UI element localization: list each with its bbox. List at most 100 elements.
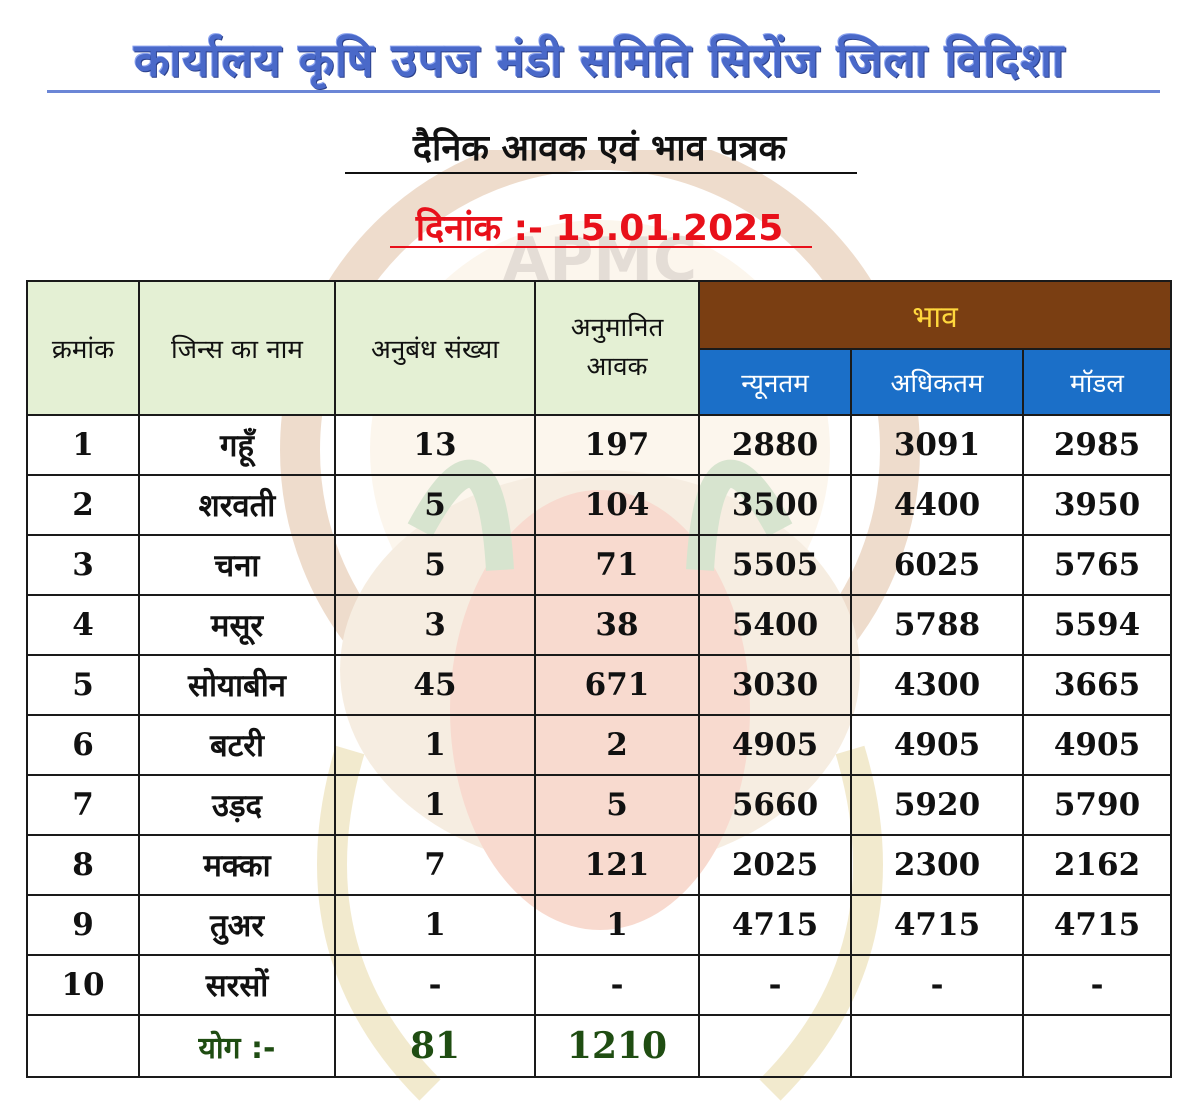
commodity-cell: शरवती [138,474,336,536]
max-price-cell: 4715 [850,894,1024,956]
contracts-cell: 1 [334,774,536,836]
min-price-cell: 4905 [698,714,852,776]
commodity-cell: चना [138,534,336,596]
total-empty-cell [850,1014,1024,1078]
rates-table: क्रमांक जिन्स का नाम अनुबंध संख्या अनुमा… [26,280,1173,1078]
col-max-header: अधिकतम [850,348,1024,416]
table-row: 6 बटरी 1 2 4905 4905 4905 [26,714,1173,776]
arrival-cell: 38 [534,594,700,656]
commodity-cell: मसूर [138,594,336,656]
serial-cell: 8 [26,834,140,896]
table-row: 1 गहूँ 13 197 2880 3091 2985 [26,414,1173,476]
table-row: 7 उड़द 1 5 5660 5920 5790 [26,774,1173,836]
total-contracts: 81 [334,1014,536,1078]
contracts-cell: 3 [334,594,536,656]
min-price-cell: 5505 [698,534,852,596]
arrival-cell: 1 [534,894,700,956]
total-arrival: 1210 [534,1014,700,1078]
min-price-cell: 4715 [698,894,852,956]
table-row: 10 सरसों - - - - - [26,954,1173,1016]
col-contracts-header: अनुबंध संख्या [334,280,536,416]
commodity-cell: मक्का [138,834,336,896]
serial-cell: 1 [26,414,140,476]
max-price-cell: 4400 [850,474,1024,536]
arrival-cell: 671 [534,654,700,716]
commodity-cell: उड़द [138,774,336,836]
modal-price-cell: 3950 [1021,474,1173,536]
max-price-cell: 4905 [850,714,1024,776]
serial-cell: 9 [26,894,140,956]
modal-price-cell: 5765 [1021,534,1173,596]
max-price-cell: 5788 [850,594,1024,656]
contracts-cell: 45 [334,654,536,716]
table-row: 4 मसूर 3 38 5400 5788 5594 [26,594,1173,656]
report-date: दिनांक :- 15.01.2025 [415,208,784,249]
contracts-cell: 1 [334,894,536,956]
office-title: कार्यालय कृषि उपज मंडी समिति सिरोंज जिला… [134,33,1065,87]
serial-cell: 4 [26,594,140,656]
min-price-cell: 3030 [698,654,852,716]
commodity-cell: सरसों [138,954,336,1016]
title-underline [47,90,1160,93]
col-min-header: न्यूनतम [698,348,852,416]
serial-cell: 10 [26,954,140,1016]
table-row: 9 तुअर 1 1 4715 4715 4715 [26,894,1173,956]
total-label: योग :- [138,1014,336,1078]
min-price-cell: 5400 [698,594,852,656]
arrival-cell: 104 [534,474,700,536]
total-empty-cell [1021,1014,1173,1078]
col-serial-header: क्रमांक [26,280,140,416]
modal-price-cell: 4905 [1021,714,1173,776]
max-price-cell: 3091 [850,414,1024,476]
min-price-cell: - [698,954,852,1016]
commodity-cell: सोयाबीन [138,654,336,716]
arrival-cell: - [534,954,700,1016]
modal-price-cell: 3665 [1021,654,1173,716]
commodity-cell: गहूँ [138,414,336,476]
table-row: 8 मक्का 7 121 2025 2300 2162 [26,834,1173,896]
commodity-cell: तुअर [138,894,336,956]
max-price-cell: 4300 [850,654,1024,716]
table-row: 2 शरवती 5 104 3500 4400 3950 [26,474,1173,536]
modal-price-cell: 5790 [1021,774,1173,836]
total-row: योग :- 81 1210 [26,1014,1173,1078]
table-row: 3 चना 5 71 5505 6025 5765 [26,534,1173,596]
arrival-cell: 5 [534,774,700,836]
arrival-cell: 2 [534,714,700,776]
modal-price-cell: - [1021,954,1173,1016]
arrival-cell: 197 [534,414,700,476]
price-group-header: भाव [697,280,1173,350]
serial-cell: 3 [26,534,140,596]
modal-price-cell: 4715 [1021,894,1173,956]
col-arrival-header: अनुमानित आवक [534,280,700,416]
max-price-cell: 2300 [850,834,1024,896]
serial-cell: 6 [26,714,140,776]
col-modal-header: मॉडल [1021,348,1173,416]
report-subtitle: दैनिक आवक एवं भाव पत्रक [412,128,787,169]
modal-price-cell: 2985 [1021,414,1173,476]
commodity-cell: बटरी [138,714,336,776]
arrival-cell: 71 [534,534,700,596]
subtitle-underline [345,172,857,174]
max-price-cell: 6025 [850,534,1024,596]
min-price-cell: 3500 [698,474,852,536]
col-commodity-header: जिन्स का नाम [138,280,336,416]
modal-price-cell: 5594 [1021,594,1173,656]
serial-cell: 7 [26,774,140,836]
max-price-cell: - [850,954,1024,1016]
contracts-cell: 1 [334,714,536,776]
arrival-cell: 121 [534,834,700,896]
min-price-cell: 2880 [698,414,852,476]
contracts-cell: 5 [334,474,536,536]
min-price-cell: 2025 [698,834,852,896]
date-underline [390,246,812,248]
contracts-cell: 7 [334,834,536,896]
total-empty-cell [26,1014,140,1078]
total-empty-cell [698,1014,852,1078]
contracts-cell: - [334,954,536,1016]
contracts-cell: 5 [334,534,536,596]
modal-price-cell: 2162 [1021,834,1173,896]
max-price-cell: 5920 [850,774,1024,836]
contracts-cell: 13 [334,414,536,476]
min-price-cell: 5660 [698,774,852,836]
